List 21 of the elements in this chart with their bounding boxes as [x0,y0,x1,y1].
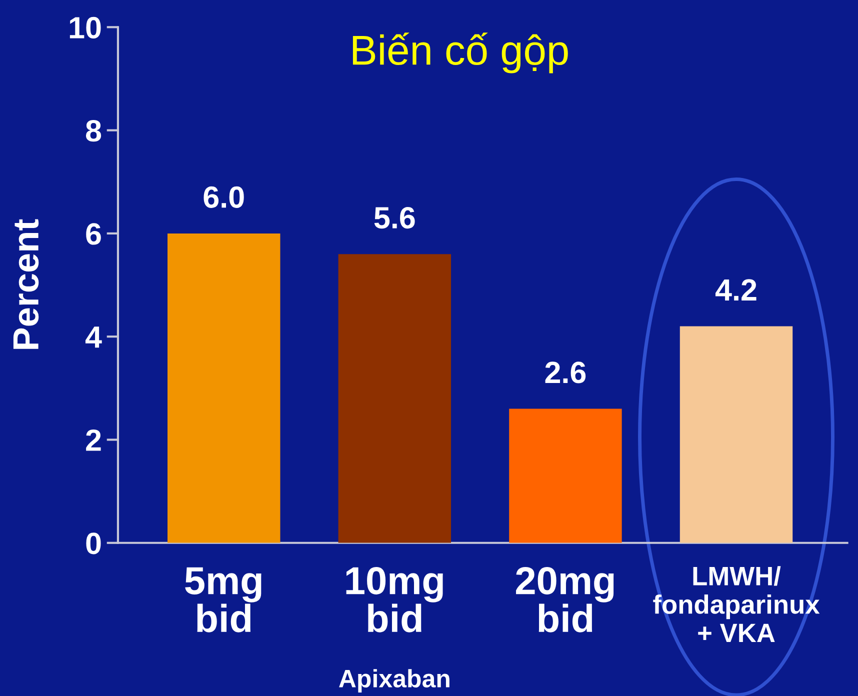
y-tick-label: 0 [86,532,101,554]
bar [509,408,622,543]
data-label: 5.6 [374,206,415,229]
chart-title: Biến cố gộp [352,32,568,74]
y-tick-label: 6 [86,223,101,245]
text: Apixaban [339,669,450,692]
y-tick-label: 2 [86,429,101,451]
x-tick-label: LMWH/ fondaparinux + VKA [653,566,820,642]
x-tick-label: 20mg bid [516,566,614,632]
data-label: 2.6 [545,362,586,384]
y-tick-label: 10 [70,16,101,39]
y-axis-title: Percent [13,219,39,349]
data-label: 6.0 [204,186,244,208]
x-tick-label: 5mg bid [185,567,262,632]
bar [338,254,452,543]
bar [680,326,793,543]
x-tick-label: 10mg bid [346,566,443,632]
bar [168,233,280,543]
y-tick-label: 8 [86,120,102,142]
data-label: 4.2 [715,279,756,300]
y-tick-label: 4 [85,326,102,348]
